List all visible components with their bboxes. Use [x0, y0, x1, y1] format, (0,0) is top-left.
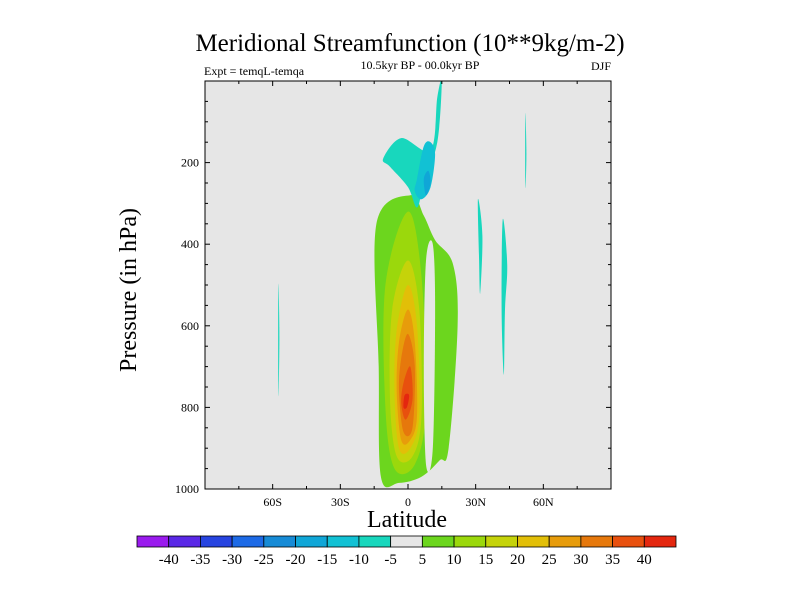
y-axis-label: Pressure (in hPa) [116, 208, 142, 372]
x-tick-label: 0 [405, 495, 411, 509]
colorbar-label: -35 [190, 552, 210, 568]
colorbar-label: -10 [349, 552, 369, 568]
contour-gap-cell [423, 240, 436, 473]
colorbar-label: 20 [510, 552, 525, 568]
colorbar-swatch [548, 535, 582, 548]
colorbar-label: -30 [222, 552, 242, 568]
colorbar-swatch [326, 535, 360, 548]
colorbar-label: 15 [478, 552, 493, 568]
colorbar-swatch [231, 535, 265, 548]
y-tick-label: 400 [181, 237, 199, 251]
colorbar-swatch [580, 535, 613, 548]
streamfunction-field [278, 81, 527, 488]
colorbar-label: 40 [637, 552, 652, 568]
contour-east-filament [501, 218, 508, 375]
colorbar-swatch [453, 535, 487, 548]
colorbar-label: 30 [573, 552, 588, 568]
colorbar-swatch [168, 535, 201, 548]
x-tick-label: 60N [533, 495, 554, 509]
y-tick-label: 200 [181, 156, 199, 170]
colorbar-label: -15 [317, 552, 337, 568]
experiment-label: Expt = temqL-temqa [204, 64, 305, 78]
contour-upper-negative-cell [382, 81, 442, 208]
colorbar-swatch [390, 535, 423, 548]
contour-mid-filament [477, 198, 483, 294]
colorbar: -40 -35 -30 -25 -20 -15 -10 -5 5 10 15 20 25 30 35 40 [136, 535, 677, 568]
colorbar-swatch [517, 535, 550, 548]
x-tick-label: 30S [331, 495, 350, 509]
contour-southern-filament [278, 283, 280, 397]
colorbar-label: -40 [159, 552, 179, 568]
period-label: 10.5kyr BP - 00.0kyr BP [361, 58, 480, 72]
y-tick-label: 600 [181, 319, 199, 333]
colorbar-label: -5 [384, 552, 397, 568]
colorbar-label: 5 [419, 552, 427, 568]
contour-cell-40 [403, 393, 410, 409]
y-tick-label: 1000 [175, 482, 199, 496]
x-axis-label: Latitude [367, 507, 447, 533]
x-tick-label: 30N [465, 495, 486, 509]
colorbar-swatch [612, 535, 645, 548]
colorbar-swatch [421, 535, 455, 548]
y-tick-label: 800 [181, 400, 199, 414]
x-tick-label: 60S [263, 495, 282, 509]
colorbar-swatch [263, 535, 296, 548]
plot-frame [204, 80, 612, 490]
colorbar-swatch [200, 535, 233, 548]
colorbar-label: -25 [254, 552, 274, 568]
colorbar-label: 10 [447, 552, 462, 568]
colorbar-swatch [358, 535, 392, 548]
colorbar-label: 35 [605, 552, 620, 568]
colorbar-label: 25 [542, 552, 557, 568]
colorbar-swatch [295, 535, 328, 548]
contour-upper-negative-center [423, 170, 431, 196]
axis-ticks: 60S 30S 0 30N 60N 200 400 600 800 1000 [175, 81, 611, 509]
contour-northern-filament [525, 113, 527, 189]
colorbar-swatch [136, 535, 170, 548]
colorbar-label: -20 [286, 552, 306, 568]
colorbar-swatch [485, 535, 518, 548]
chart-title: Meridional Streamfunction (10**9kg/m-2) [195, 30, 624, 57]
colorbar-swatch [643, 535, 677, 548]
season-label: DJF [591, 59, 611, 73]
